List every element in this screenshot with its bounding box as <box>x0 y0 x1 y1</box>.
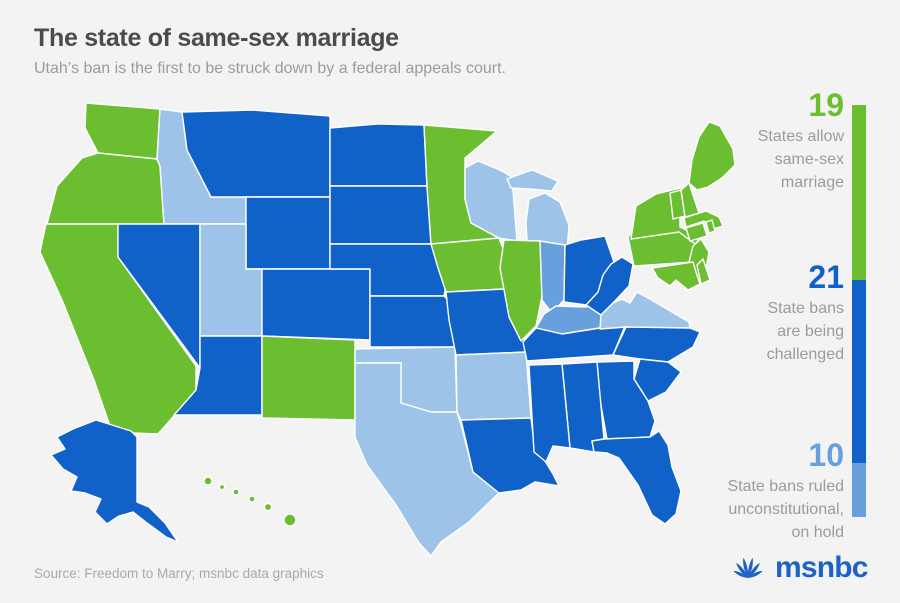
legend-label-challenged: State bans are being challenged <box>614 297 844 366</box>
state-hawaii <box>283 513 297 527</box>
state-arkansas <box>455 351 532 421</box>
state-new-mexico <box>261 335 356 421</box>
state-kansas <box>369 295 456 348</box>
peacock-feather <box>736 562 748 578</box>
state-mississippi <box>528 363 571 463</box>
state-north-dakota <box>329 123 428 187</box>
state-wyoming <box>245 196 331 270</box>
state-montana <box>181 109 331 198</box>
page-subtitle: Utah’s ban is the first to be struck dow… <box>34 60 506 77</box>
state-michigan-upper-peninsula <box>506 169 559 192</box>
msnbc-peacock-icon <box>733 557 763 578</box>
state-south-dakota <box>329 185 432 245</box>
legend-bar-segment-allow <box>852 105 866 280</box>
legend-bar-segment-on-hold <box>852 463 866 517</box>
legend-count-allow: 19 <box>808 87 844 123</box>
legend-label-line: same-sex <box>774 151 844 168</box>
state-hawaii <box>203 476 213 486</box>
legend-item-allow: 19 States allow same-sex marriage <box>614 88 844 194</box>
peacock-feather <box>733 570 748 578</box>
legend-label-line: States allow <box>757 128 844 145</box>
state-maine <box>688 121 736 191</box>
legend-label-line: State bans <box>767 300 845 317</box>
state-hawaii <box>218 483 226 491</box>
peacock-feather <box>748 570 763 578</box>
state-connecticut <box>685 222 708 242</box>
state-washington <box>84 102 161 160</box>
legend-label-line: on hold <box>791 524 845 541</box>
legend-label-line: State bans ruled <box>727 478 844 495</box>
state-indiana <box>539 240 566 314</box>
legend-label-line: are being <box>777 323 844 340</box>
state-alaska <box>50 419 179 543</box>
legend-label-allow: States allow same-sex marriage <box>614 125 844 194</box>
legend-count-challenged: 21 <box>808 259 844 295</box>
legend-label-line: marriage <box>780 174 844 191</box>
legend-item-on-hold: 10 State bans ruled unconstitutional, on… <box>614 438 844 544</box>
legend-count-on-hold: 10 <box>808 437 844 473</box>
legend-label-line: unconstitutional, <box>728 501 844 518</box>
legend-label-on-hold: State bans ruled unconstitutional, on ho… <box>614 475 844 544</box>
state-hawaii <box>263 502 273 512</box>
peacock-feather <box>747 557 753 578</box>
msnbc-wordmark: msnbc <box>775 551 869 584</box>
state-hawaii <box>232 488 240 496</box>
state-colorado <box>261 268 371 341</box>
page-title: The state of same-sex marriage <box>34 24 399 52</box>
legend-bar <box>852 105 866 517</box>
state-rhode-island <box>705 219 716 234</box>
legend-bar-segment-challenged <box>852 280 866 463</box>
state-oregon <box>46 152 165 225</box>
peacock-feather <box>748 562 760 578</box>
state-delaware <box>696 258 711 285</box>
state-hawaii <box>248 495 256 503</box>
peacock-feather <box>743 557 749 578</box>
state-maryland <box>651 261 701 291</box>
legend-label-line: challenged <box>766 346 844 363</box>
legend-item-challenged: 21 State bans are being challenged <box>614 260 844 366</box>
state-florida <box>591 430 682 525</box>
state-north-carolina <box>612 326 701 363</box>
msnbc-logo: msnbc <box>728 551 869 585</box>
source-text: Source: Freedom to Marry; msnbc data gra… <box>34 566 324 581</box>
